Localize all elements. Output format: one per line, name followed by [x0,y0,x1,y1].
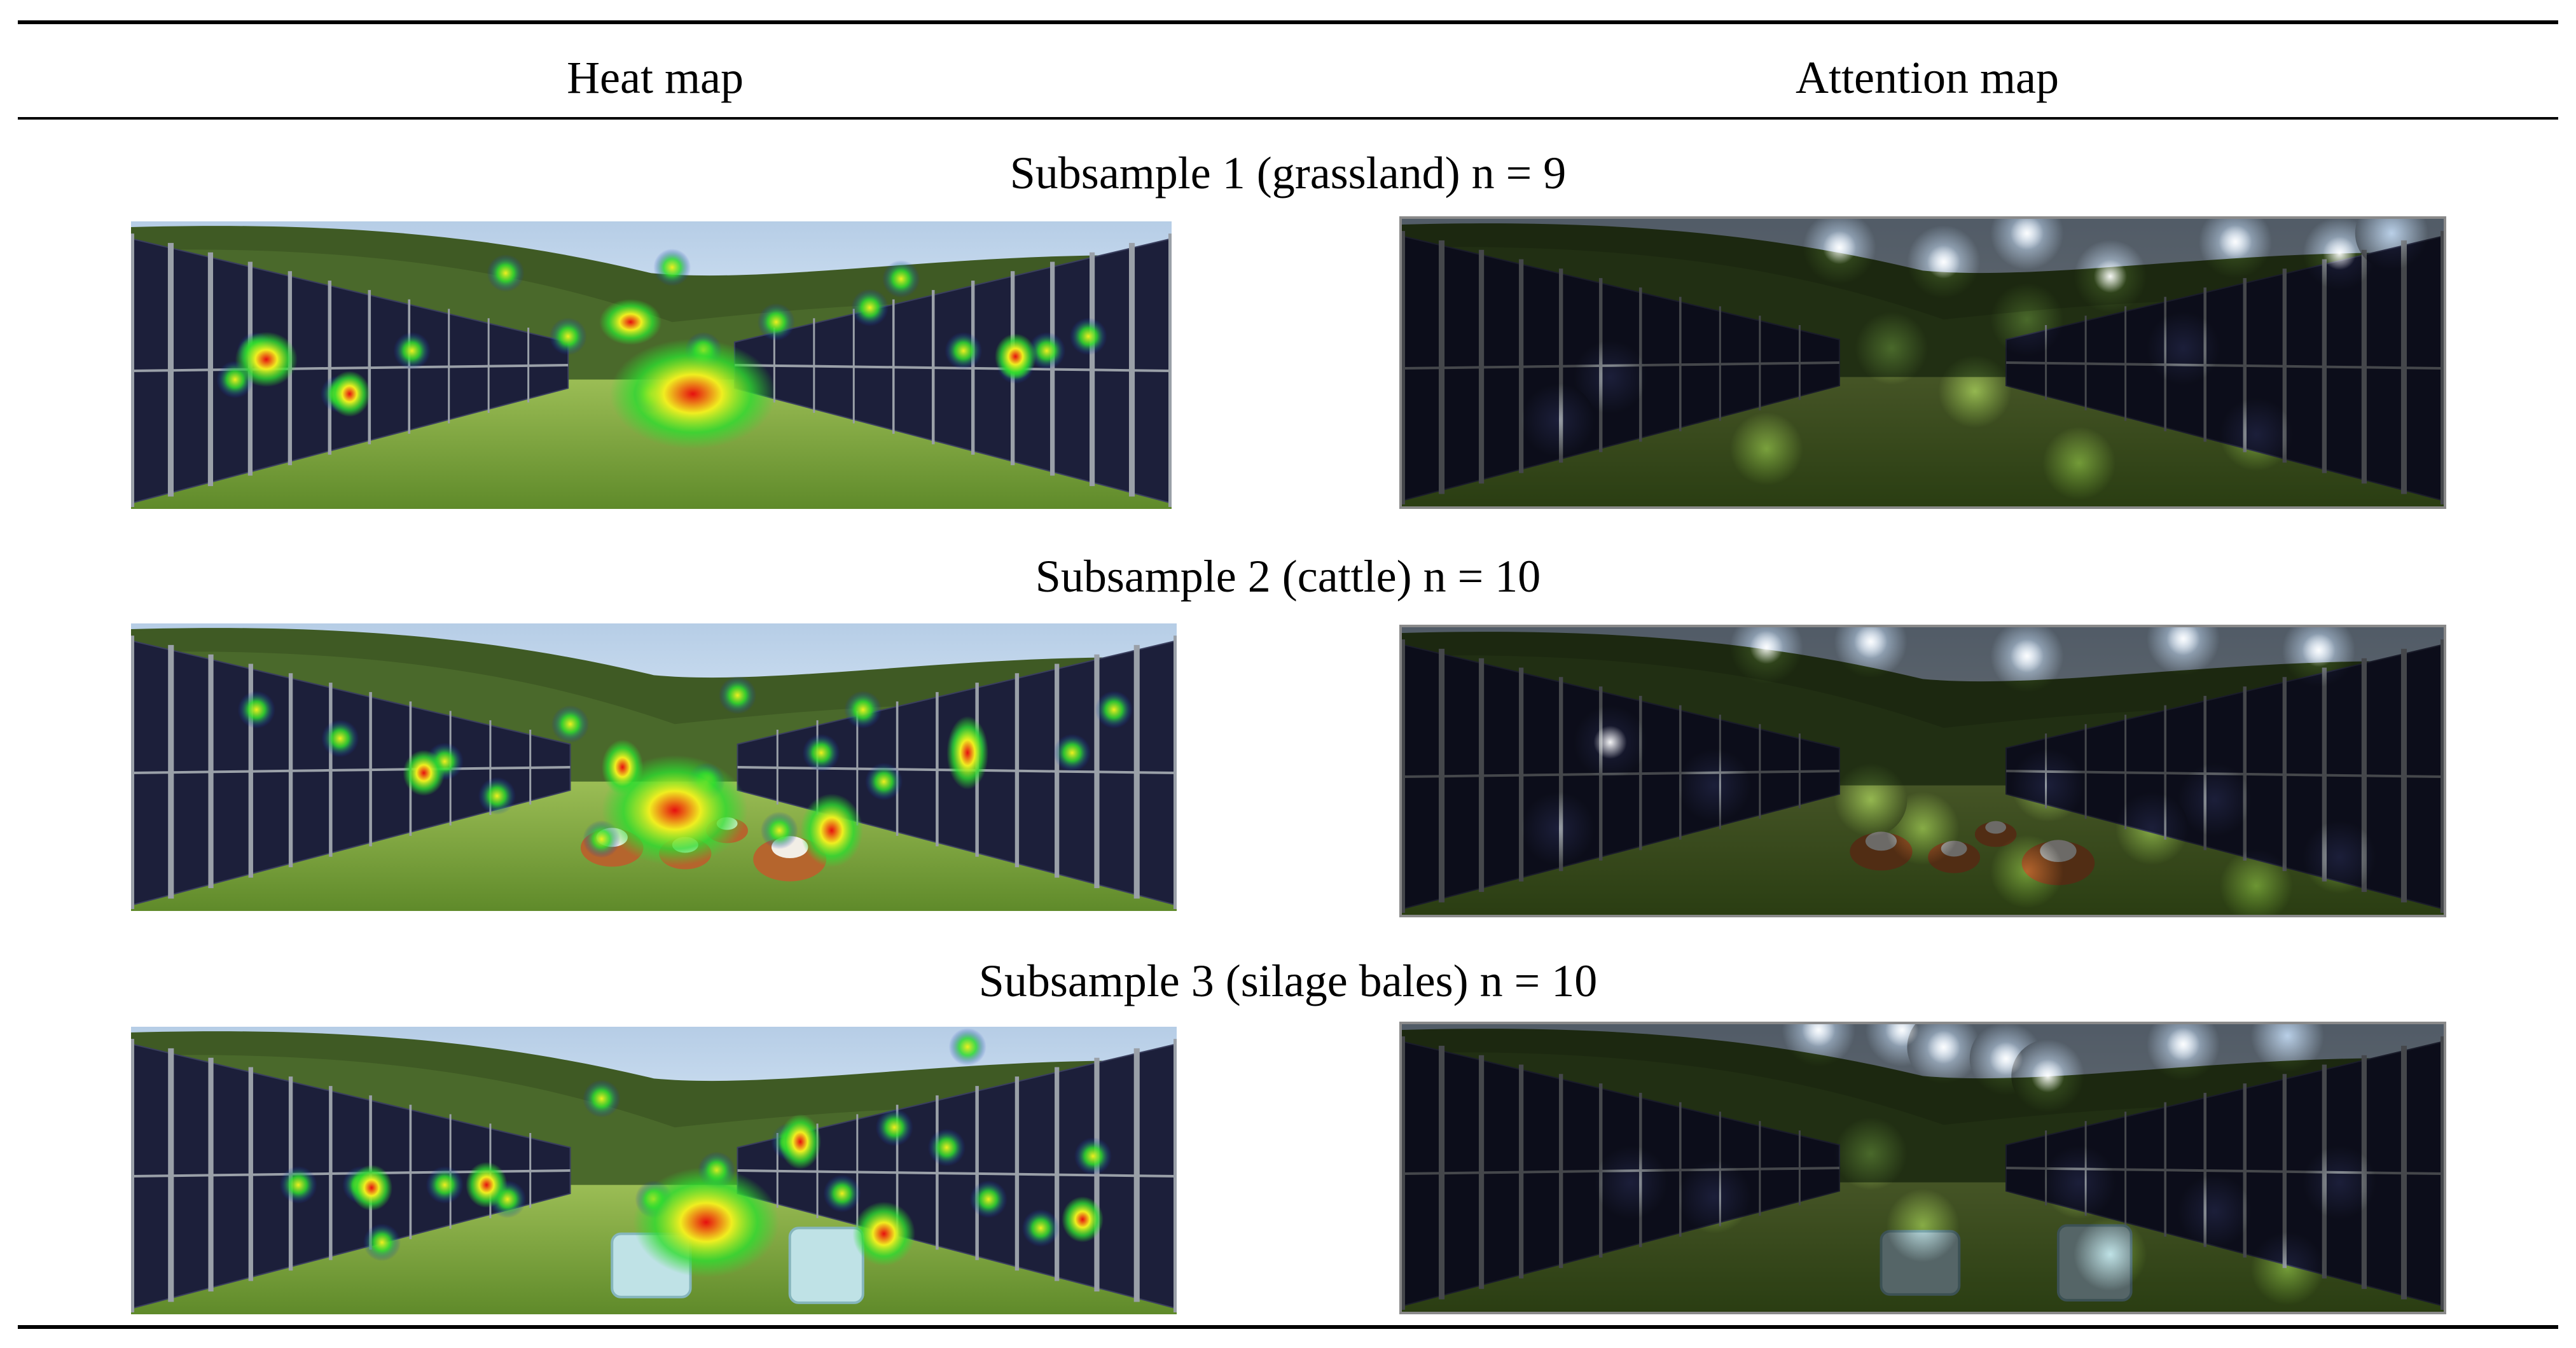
attention-spot [2322,237,2357,270]
heat-hotspot [946,716,989,790]
heat-spot [321,719,359,758]
heat-spot [718,676,757,714]
heat-spot [583,1080,621,1118]
attention-spot [1989,1042,2023,1076]
heat-spot [1021,1209,1060,1247]
attention-spot [1822,230,1857,265]
heat-spot [653,248,691,286]
heat-spot [823,1174,861,1213]
attention-map-image-subsample-1 [1399,216,2446,509]
column-header-attention-map: Attention map [1796,52,2059,103]
heat-hotspot [466,1162,508,1208]
column-header-heat-map: Heat map [567,52,744,103]
heat-hotspot [852,1201,916,1267]
heat-spot [363,1223,401,1261]
attention-spot [1885,1024,1919,1047]
attention-spot [2166,627,2200,656]
heat-spot [549,317,587,356]
heat-spot [551,705,590,743]
attention-spot [1927,245,1960,279]
attention-spot [2010,219,2044,250]
attention-dim-overlay [1402,627,2444,915]
heat-spot [1028,331,1066,370]
heat-spot [927,1129,966,1167]
subsample-1-caption: Subsample 1 (grassland) n = 9 [1009,148,1567,198]
heat-spot [865,763,903,801]
heat-spot [1095,691,1133,729]
attention-dim-overlay [1402,219,2444,506]
heat-spot [237,691,275,729]
attention-spot [2302,633,2336,667]
heat-spot [851,289,889,327]
subsample-3-caption: Subsample 3 (silage bales) n = 10 [978,955,1598,1006]
heat-spot [969,1180,1008,1218]
table-bottom-rule [18,1325,2558,1329]
attention-spot [2031,1059,2065,1093]
heat-spot [393,331,431,370]
heat-spot [948,1028,987,1066]
heat-hotspot [994,333,1037,380]
heat-spot [426,1166,464,1204]
heat-spot [1074,1137,1112,1175]
heat-spot [945,331,983,370]
heat-spot [478,777,516,815]
heat-spot [757,303,795,341]
heat-map-image-subsample-3 [131,1027,1177,1314]
heat-spot [1069,317,1107,356]
heat-hotspot [328,371,371,417]
heat-hotspot [403,749,445,796]
heat-hotspot [609,338,777,449]
silage-bale [788,1226,864,1304]
heat-spot [875,1108,913,1146]
table-header-rule [18,117,2558,120]
attention-spot [1750,630,1783,664]
attention-spot [1853,627,1888,658]
heat-hotspot [633,1167,780,1278]
heat-hotspot [350,1164,392,1211]
heat-spot [760,811,798,850]
heat-spot [802,733,840,772]
attention-spot [1927,1030,1960,1064]
attention-spot [2219,225,2252,259]
heat-map-image-subsample-1 [131,221,1172,509]
heat-map-image-subsample-2 [131,623,1177,911]
heat-hotspot [599,299,662,345]
heat-spot [1053,733,1091,772]
attention-spot [2166,1027,2200,1061]
heat-spot [279,1166,317,1204]
attention-dim-overlay [1402,1024,2444,1312]
table-top-rule [18,20,2558,24]
attention-spot [1593,725,1627,760]
heat-hotspot [601,739,644,795]
heat-spot [844,691,882,729]
attention-spot [2093,260,2128,293]
heat-spot [882,260,920,298]
attention-map-image-subsample-2 [1399,625,2446,917]
heat-spot [487,254,525,292]
heat-hotspot [1062,1196,1104,1242]
heat-hotspot [235,331,298,387]
attention-spot [2010,639,2044,673]
heat-hotspot [779,1114,822,1170]
heat-hotspot [800,793,863,868]
subsample-2-caption: Subsample 2 (cattle) n = 10 [1035,551,1541,602]
attention-map-image-subsample-3 [1399,1022,2446,1314]
attention-spot [1801,1024,1836,1047]
